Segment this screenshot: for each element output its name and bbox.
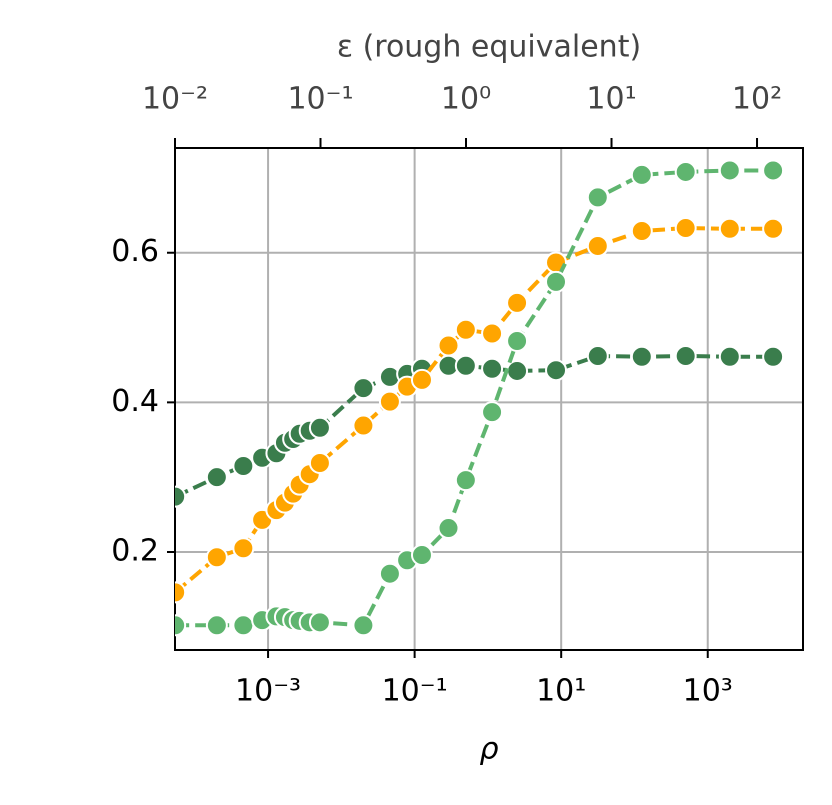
x-axis-label: ρ (479, 732, 498, 767)
data-point (410, 543, 433, 566)
data-point (545, 270, 568, 293)
data-point (506, 330, 529, 353)
top-tick-label: 10¹ (586, 82, 636, 117)
top-tick-label: 10⁻¹ (287, 82, 353, 117)
data-point (232, 537, 255, 560)
data-point (718, 217, 741, 240)
data-point (762, 217, 785, 240)
data-point (586, 344, 609, 367)
data-point (674, 344, 697, 367)
y-tick-label: 0.2 (111, 533, 159, 568)
data-point (454, 354, 477, 377)
data-point (232, 614, 255, 637)
data-point (352, 414, 375, 437)
data-point (454, 469, 477, 492)
data-point (586, 235, 609, 258)
top-axis-label: ε (rough equivalent) (337, 30, 641, 65)
x-tick-label: 10⁻³ (235, 674, 301, 709)
data-point (308, 451, 331, 474)
data-point (718, 159, 741, 182)
x-tick-label: 10¹ (536, 674, 586, 709)
top-tick-label: 10⁻² (142, 82, 208, 117)
data-point (410, 368, 433, 391)
data-point (481, 401, 504, 424)
data-point (762, 345, 785, 368)
data-point (352, 377, 375, 400)
data-point (232, 454, 255, 477)
plot-frame (174, 147, 804, 651)
data-point (674, 217, 697, 240)
data-point (205, 614, 228, 637)
y-tick-label: 0.6 (111, 234, 159, 269)
data-point (481, 357, 504, 380)
data-point (378, 562, 401, 585)
data-point (506, 291, 529, 314)
data-point (437, 517, 460, 540)
data-point (308, 416, 331, 439)
top-tick-label: 10² (732, 82, 782, 117)
data-point (205, 466, 228, 489)
data-point (175, 581, 187, 604)
x-tick-label: 10³ (683, 674, 733, 709)
series-line (175, 226, 774, 594)
data-point (352, 614, 375, 637)
data-point (630, 345, 653, 368)
data-point (545, 359, 568, 382)
data-point (630, 220, 653, 243)
top-tick-label: 10⁰ (441, 82, 491, 117)
data-point (205, 546, 228, 569)
data-point (630, 163, 653, 186)
x-tick-label: 10⁻¹ (382, 674, 448, 709)
y-tick-label: 0.4 (111, 384, 159, 419)
data-point (586, 186, 609, 209)
data-point (762, 159, 785, 182)
data-point (481, 322, 504, 345)
data-point (308, 611, 331, 634)
data-point (506, 359, 529, 382)
data-point (437, 334, 460, 357)
data-point (378, 390, 401, 413)
data-point (454, 318, 477, 341)
data-point (718, 345, 741, 368)
data-point (674, 160, 697, 183)
data-point (175, 614, 187, 637)
data-point (175, 485, 187, 508)
